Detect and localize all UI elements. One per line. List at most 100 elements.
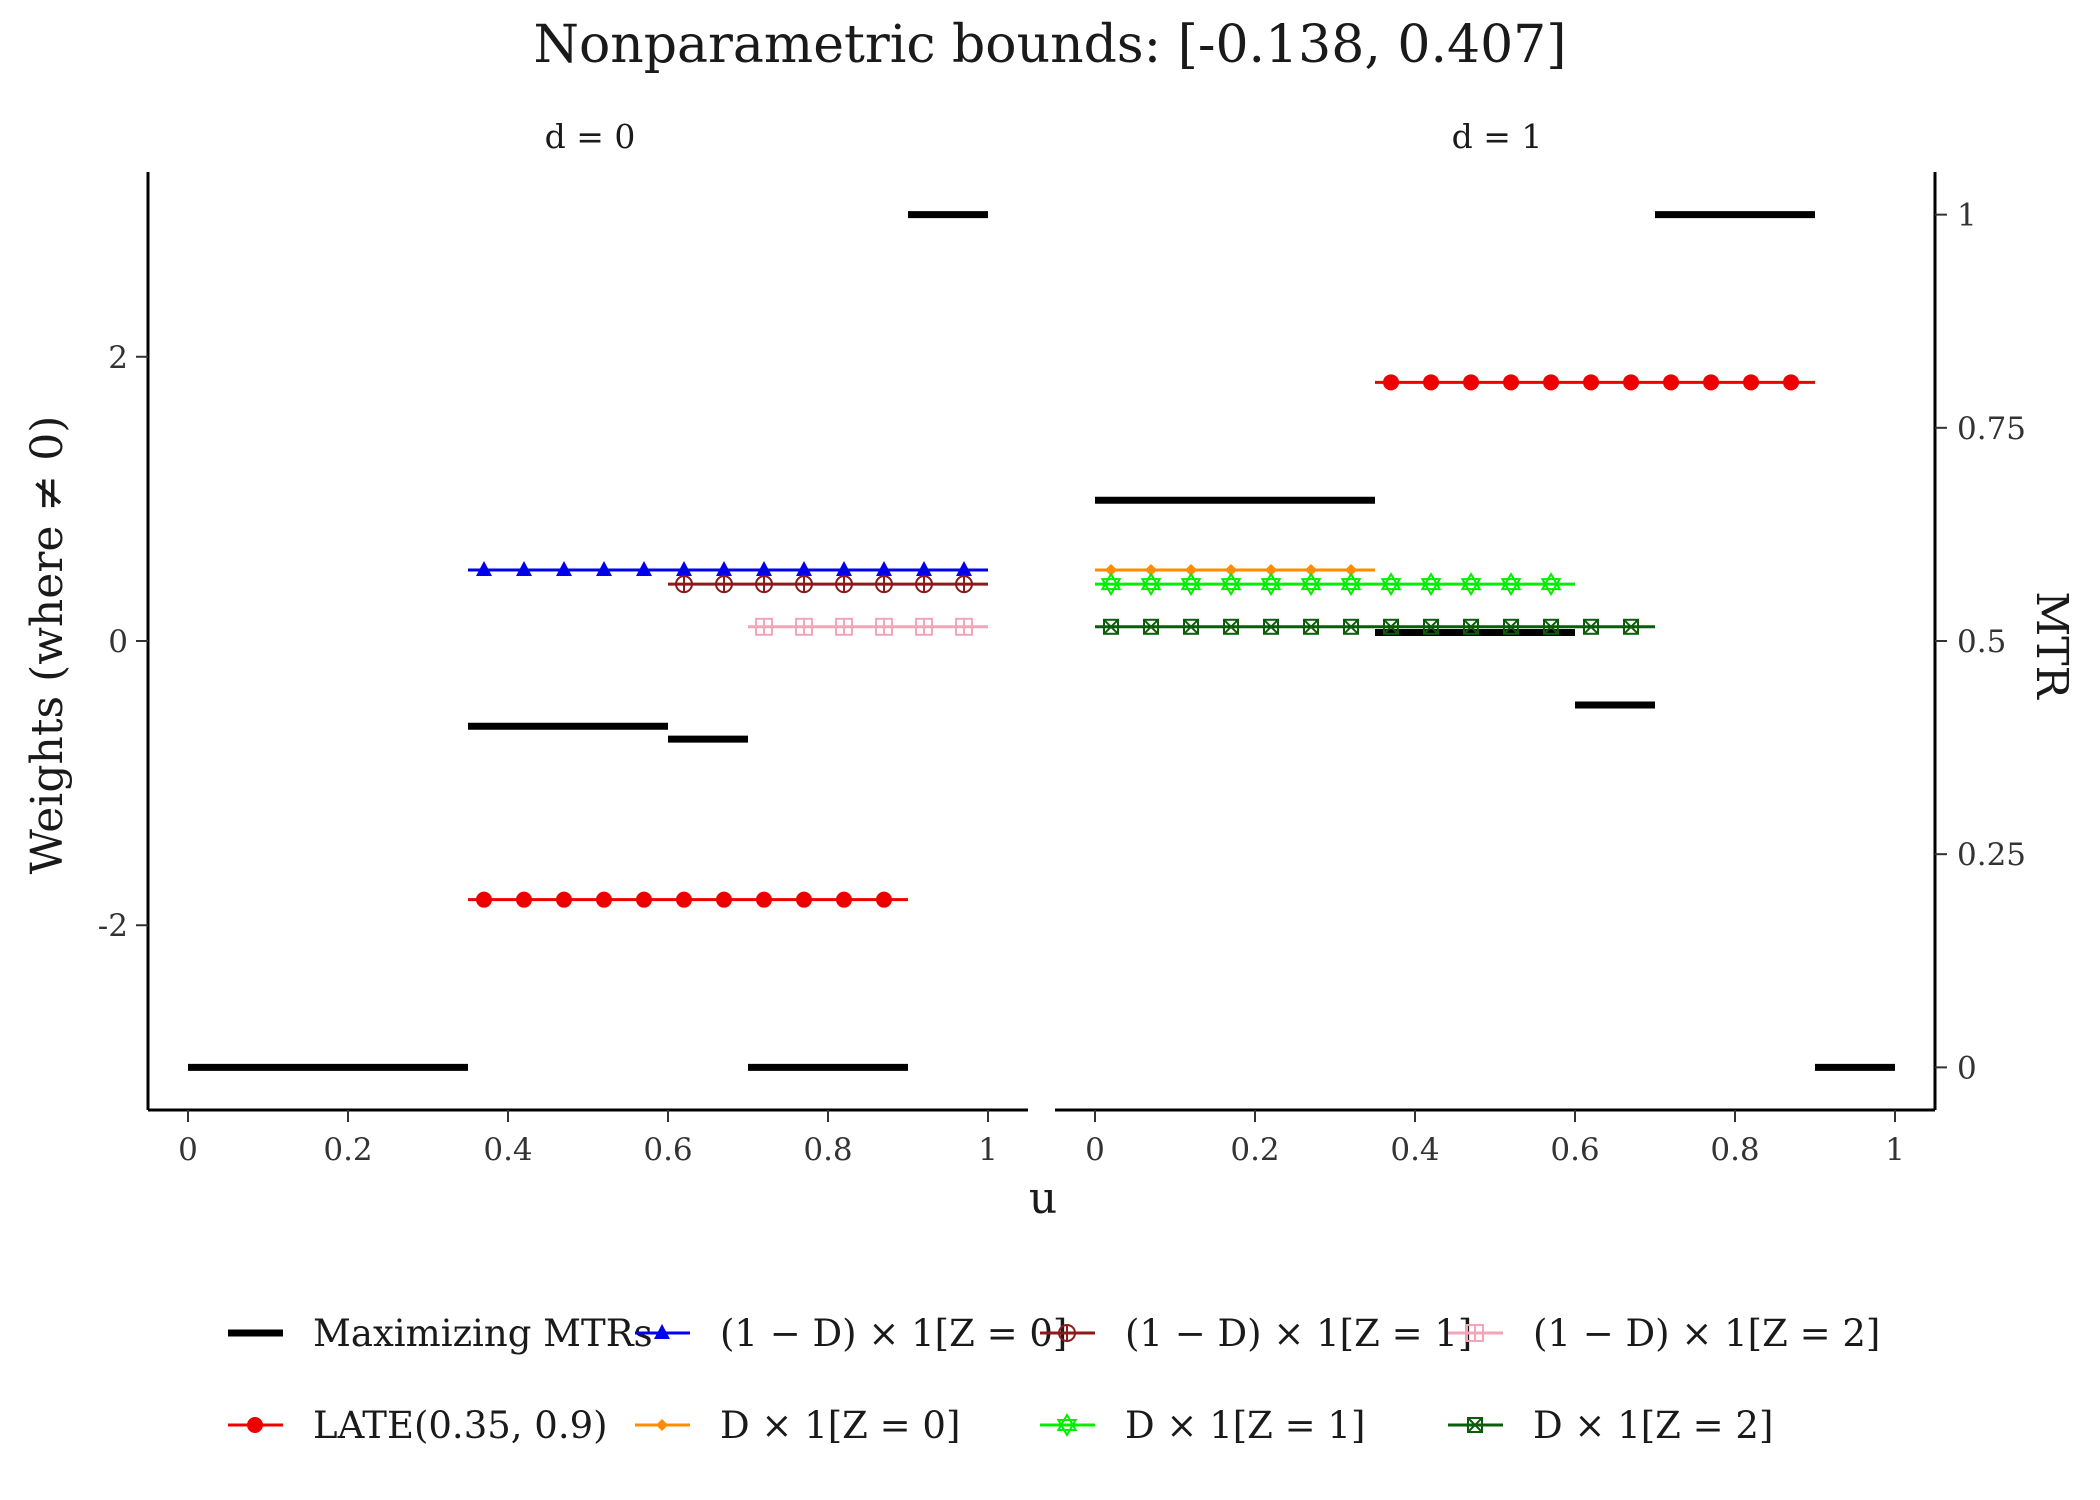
dot-marker — [596, 891, 612, 908]
marker-cross — [1503, 619, 1519, 635]
marker-triangle-up — [1140, 572, 1162, 591]
star-marker — [1220, 572, 1242, 597]
marker-cross — [1103, 619, 1119, 635]
star-marker — [1460, 572, 1482, 597]
marker-cross — [1223, 619, 1239, 635]
y2-tick-label: 0.5 — [1957, 624, 2006, 660]
marker-cross — [956, 576, 972, 593]
dot-marker — [556, 891, 572, 908]
diamond-marker — [1265, 563, 1277, 576]
square-x-marker — [1623, 618, 1639, 635]
dot-marker — [876, 891, 892, 908]
marker-cross — [1383, 619, 1399, 635]
triangle-marker — [756, 560, 772, 576]
square-x-marker — [1183, 618, 1199, 635]
x-tick-label: 0.2 — [323, 1132, 372, 1168]
star-marker — [1180, 572, 1202, 597]
marker-cross — [1463, 619, 1479, 635]
marker-square — [1263, 618, 1279, 635]
marker-triangle-up — [1100, 572, 1122, 591]
legend-item: D × 1[Z = 1] — [1040, 1404, 1365, 1447]
dot-marker — [1463, 374, 1479, 391]
marker-square — [1423, 618, 1439, 635]
square-plus-marker — [915, 617, 933, 636]
marker-square — [1143, 618, 1159, 635]
x-tick-label: 1 — [1885, 1132, 1905, 1168]
series-1 — [468, 560, 988, 576]
diamond-marker — [1185, 563, 1197, 576]
marker-cross — [676, 576, 692, 593]
y-tick-label: 2 — [108, 340, 128, 376]
marker-cross — [716, 576, 732, 593]
triangle-marker — [796, 560, 812, 576]
marker-triangle-up — [1420, 572, 1442, 591]
marker-triangle-up — [1500, 572, 1522, 591]
triangle-marker — [636, 560, 652, 576]
star-marker — [1540, 572, 1562, 597]
marker-square — [1467, 1417, 1483, 1433]
legend-item: (1 − D) × 1[Z = 0] — [635, 1312, 1067, 1355]
dot-marker — [516, 891, 532, 908]
y-axis-title: Weights (where ≠ 0) — [22, 416, 73, 875]
x-tick-label: 0 — [1085, 1132, 1105, 1168]
x-tick-label: 0.8 — [803, 1132, 852, 1168]
x-axis-title: u — [1029, 1173, 1057, 1224]
square-plus-marker — [1466, 1324, 1484, 1342]
series-0 — [188, 211, 1895, 1071]
triangle-marker — [676, 560, 692, 576]
square-x-marker — [1383, 618, 1399, 635]
star-marker — [1140, 572, 1162, 597]
star-marker — [1340, 572, 1362, 597]
square-x-marker — [1423, 618, 1439, 635]
diamond-marker — [1345, 563, 1357, 576]
legend: Maximizing MTRs (1 − D) × 1[Z = 0] (1 − D)… — [228, 1312, 1880, 1447]
dot-marker — [1743, 374, 1759, 391]
marker-square — [1503, 618, 1519, 635]
diamond-marker — [1225, 563, 1237, 576]
star-marker — [1420, 572, 1442, 597]
marker-triangle-up — [1180, 572, 1202, 591]
square-x-marker — [1463, 618, 1479, 635]
marker-triangle-down — [1100, 578, 1122, 597]
marker-triangle-up — [1300, 572, 1322, 591]
dot-marker — [1623, 374, 1639, 391]
legend-label: LATE(0.35, 0.9) — [313, 1404, 608, 1447]
marker-triangle-down — [1260, 578, 1282, 597]
marker-triangle-down — [1460, 578, 1482, 597]
diamond-marker — [656, 1419, 668, 1431]
marker-triangle-up — [1056, 1413, 1078, 1431]
triangle-marker — [716, 560, 732, 576]
marker-cross — [876, 576, 892, 593]
star-marker — [1260, 572, 1282, 597]
marker-square — [1583, 618, 1599, 635]
dot-marker — [716, 891, 732, 908]
dot-marker — [1383, 374, 1399, 391]
dot-marker — [1423, 374, 1439, 391]
marker-cross — [1303, 619, 1319, 635]
triangle-marker — [916, 560, 932, 576]
plot-marks — [188, 211, 1895, 1071]
y-tick-label: -2 — [98, 908, 128, 944]
y2-tick-label: 0 — [1957, 1050, 1977, 1086]
circle-plus-marker — [715, 575, 733, 594]
x-tick-label: 1 — [978, 1132, 998, 1168]
dot-marker — [1543, 374, 1559, 391]
star-marker — [1500, 572, 1522, 597]
square-plus-marker — [835, 617, 853, 636]
marker-cross — [1423, 619, 1439, 635]
series-4 — [468, 374, 1815, 908]
marker-triangle-up — [1380, 572, 1402, 591]
circle-plus-marker — [1058, 1324, 1076, 1342]
marker-cross — [836, 576, 852, 593]
circle-plus-marker — [675, 575, 693, 594]
diamond-marker — [1105, 563, 1117, 576]
square-x-marker — [1263, 618, 1279, 635]
y-tick-label: 0 — [108, 624, 128, 660]
dot-marker — [676, 891, 692, 908]
dot-marker — [476, 891, 492, 908]
square-plus-marker — [795, 617, 813, 636]
marker-cross — [756, 618, 772, 635]
circle-plus-marker — [795, 575, 813, 594]
star-marker — [1100, 572, 1122, 597]
